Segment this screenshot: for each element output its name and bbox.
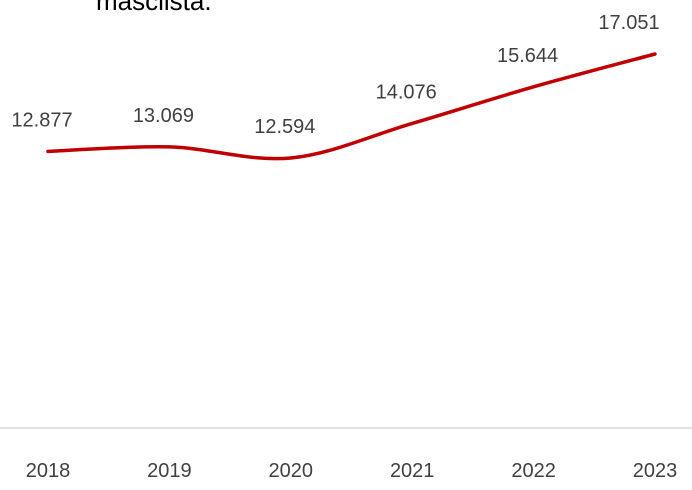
data-label: 17.051 — [598, 12, 659, 34]
data-label: 13.069 — [133, 105, 194, 127]
series-line — [46, 52, 657, 161]
x-tick-label: 2023 — [633, 460, 678, 482]
data-label: 12.594 — [254, 116, 315, 138]
x-tick-label: 2020 — [269, 460, 314, 482]
x-tick-label: 2019 — [147, 460, 192, 482]
x-tick-label: 2022 — [511, 460, 556, 482]
x-tick-label: 2018 — [26, 460, 71, 482]
chart-title: masclista. — [96, 0, 212, 16]
data-label: 12.877 — [11, 109, 72, 131]
data-label: 15.644 — [497, 45, 558, 67]
data-label: 14.076 — [376, 81, 437, 103]
x-tick-label: 2021 — [390, 460, 435, 482]
